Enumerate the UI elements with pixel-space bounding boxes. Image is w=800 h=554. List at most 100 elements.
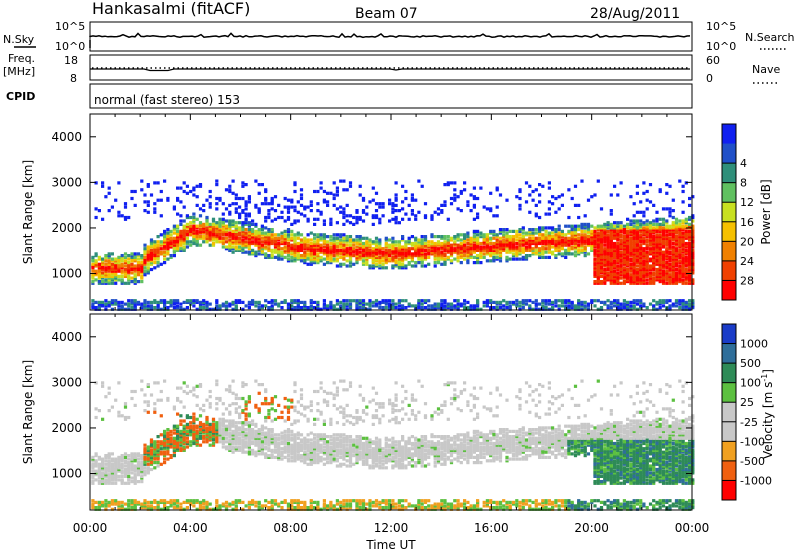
velocity-cell: [208, 389, 212, 394]
power-cell: [149, 255, 154, 259]
power-cell: [573, 233, 578, 237]
power-cell: [635, 261, 639, 265]
power-cell: [639, 229, 643, 233]
power-cell: [423, 245, 428, 249]
velocity-cell: [182, 424, 186, 428]
power-cell: [417, 254, 421, 258]
power-cell: [443, 248, 447, 252]
power-cell: [267, 202, 271, 206]
velocity-cell: [143, 443, 147, 447]
power-cell: [101, 259, 105, 263]
power-cell: [156, 304, 160, 308]
power-cell: [655, 259, 659, 263]
power-cell: [159, 247, 163, 251]
velocity-cell: [172, 447, 176, 451]
power-cell: [521, 299, 525, 303]
power-cell: [156, 255, 160, 259]
power-cell: [430, 214, 434, 218]
velocity-cell: [101, 476, 105, 480]
power-cell: [661, 276, 666, 280]
power-cell: [97, 255, 101, 259]
velocity-cell: [101, 466, 105, 470]
power-cell: [691, 245, 695, 249]
power-cell: [577, 238, 581, 242]
power-cell: [570, 233, 574, 237]
power-cell: [205, 226, 209, 230]
power-cell: [665, 226, 669, 230]
power-cell: [678, 267, 682, 272]
velocity-cell: [133, 478, 137, 482]
power-cell: [277, 254, 281, 258]
power-cell: [133, 252, 137, 256]
power-cell: [345, 188, 349, 192]
velocity-cell: [163, 500, 167, 504]
power-cell: [231, 247, 235, 251]
power-cell: [388, 302, 392, 306]
power-cell: [293, 245, 297, 249]
power-cell: [283, 250, 287, 254]
power-cell: [629, 254, 633, 258]
velocity-cell: [107, 462, 111, 466]
power-cell: [645, 229, 649, 233]
power-cell: [652, 203, 656, 207]
power-cell: [564, 233, 568, 237]
power-cell: [130, 257, 134, 261]
power-cell: [645, 266, 649, 270]
velocity-cell: [114, 462, 118, 466]
power-cell: [691, 248, 695, 252]
power-cell: [492, 214, 496, 218]
power-cell: [153, 300, 157, 304]
power-cell: [606, 248, 610, 252]
power-cell: [661, 238, 666, 242]
power-cell: [316, 217, 320, 221]
power-cell: [668, 245, 672, 249]
velocity-cell: [123, 402, 128, 406]
power-cell: [94, 207, 98, 211]
power-cell: [443, 245, 447, 249]
power-cell: [586, 198, 591, 202]
power-cell: [257, 241, 261, 246]
power-cell: [110, 278, 114, 282]
power-cell: [202, 300, 206, 304]
power-cell: [394, 217, 398, 221]
power-cell: [127, 266, 131, 270]
power-cell: [476, 259, 480, 263]
velocity-cell: [117, 414, 121, 418]
power-cell: [469, 254, 473, 258]
velocity-cell: [215, 422, 219, 426]
power-cell: [446, 255, 450, 259]
power-cell: [384, 257, 388, 261]
power-cell: [655, 250, 659, 254]
power-cell: [394, 193, 398, 197]
power-cell: [149, 261, 154, 265]
power-cell: [639, 266, 643, 270]
power-cell: [580, 240, 584, 244]
power-cell: [316, 304, 320, 308]
power-cell: [329, 255, 333, 259]
power-cell: [120, 300, 124, 304]
power-cell: [130, 271, 134, 275]
velocity-cell: [140, 504, 144, 508]
power-cell: [639, 264, 643, 268]
velocity-cell: [120, 454, 124, 458]
power-cell: [495, 250, 499, 254]
power-cell: [678, 259, 682, 263]
power-cell: [648, 247, 653, 251]
power-cell: [179, 302, 183, 306]
power-cell: [381, 306, 385, 310]
power-cell: [609, 235, 613, 239]
power-cell: [293, 209, 297, 213]
power-cell: [313, 247, 317, 251]
power-cell: [384, 243, 388, 247]
power-cell: [544, 302, 548, 306]
power-cell: [547, 247, 551, 251]
power-cell: [583, 238, 587, 242]
power-cell: [613, 280, 617, 284]
power-cell: [482, 238, 486, 242]
power-cell: [156, 235, 160, 239]
power-cell: [459, 261, 463, 265]
power-cell: [466, 250, 470, 254]
power-cell: [348, 181, 353, 185]
power-cell: [482, 248, 486, 252]
power-cell: [599, 262, 604, 266]
